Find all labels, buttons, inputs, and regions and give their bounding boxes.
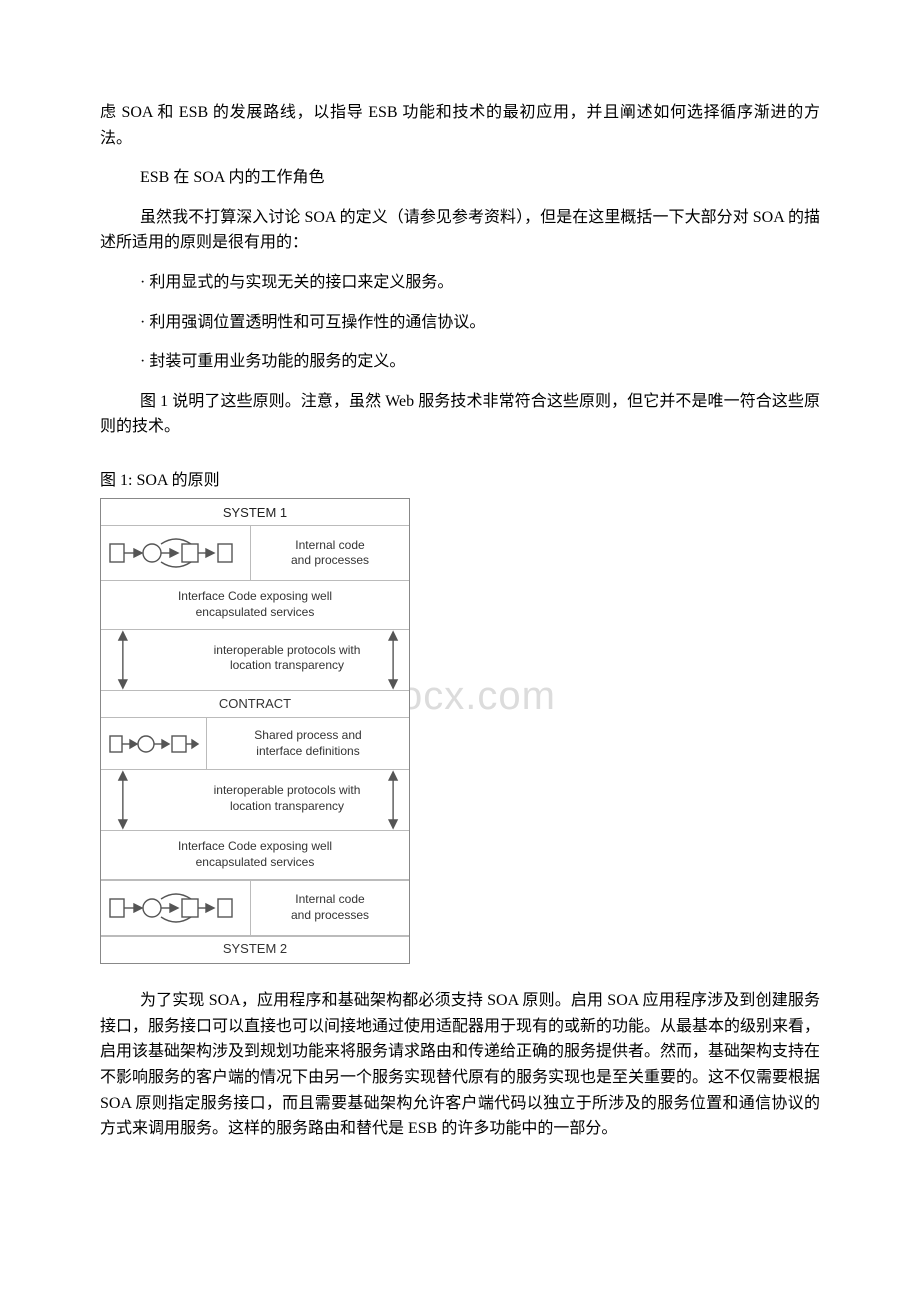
soa-principles-diagram: SYSTEM 1 <box>100 498 410 965</box>
figure-caption: 图 1: SOA 的原则 <box>100 468 820 494</box>
protocols-arrows-bottom: interoperable protocols withlocation tra… <box>101 770 409 830</box>
contract-block: CONTRACT <box>101 690 409 771</box>
bullet-2: · 利用强调位置透明性和可互操作性的通信协议。 <box>100 310 820 336</box>
contract-title: CONTRACT <box>101 691 409 719</box>
system2-interface-label: Interface Code exposing wellencapsulated… <box>101 830 409 879</box>
paragraph-1: 虽然我不打算深入讨论 SOA 的定义（请参见参考资料），但是在这里概括一下大部分… <box>100 205 820 256</box>
system1-interface-label: Interface Code exposing wellencapsulated… <box>101 581 409 629</box>
system2-label: SYSTEM 2 <box>101 936 409 964</box>
figure-1-wrap: www.bdocx.com SYSTEM 1 <box>100 498 410 965</box>
system2-internal-label: Internal codeand processes <box>251 881 409 935</box>
bullet-1: · 利用显式的与实现无关的接口来定义服务。 <box>100 270 820 296</box>
bullet-3: · 封装可重用业务功能的服务的定义。 <box>100 349 820 375</box>
protocols-label-top: interoperable protocols withlocation tra… <box>173 643 401 674</box>
system2-process-icon <box>101 881 251 935</box>
paragraph-3: 为了实现 SOA，应用程序和基础架构都必须支持 SOA 原则。启用 SOA 应用… <box>100 988 820 1142</box>
system1-process-icon <box>101 526 251 580</box>
system2-internal-row: Internal codeand processes <box>101 880 409 936</box>
contract-process-icon <box>101 718 207 769</box>
intro-continuation: 虑 SOA 和 ESB 的发展路线，以指导 ESB 功能和技术的最初应用，并且阐… <box>100 100 820 151</box>
section-heading: ESB 在 SOA 内的工作角色 <box>100 165 820 191</box>
system1-internal-row: Internal codeand processes <box>101 525 409 581</box>
protocols-label-bottom: interoperable protocols withlocation tra… <box>173 783 401 814</box>
system1-internal-label: Internal codeand processes <box>251 526 409 580</box>
system1-label: SYSTEM 1 <box>101 499 409 526</box>
contract-shared-label: Shared process andinterface definitions <box>207 718 409 769</box>
protocols-arrows-top: interoperable protocols withlocation tra… <box>101 630 409 690</box>
paragraph-2: 图 1 说明了这些原则。注意，虽然 Web 服务技术非常符合这些原则，但它并不是… <box>100 389 820 440</box>
